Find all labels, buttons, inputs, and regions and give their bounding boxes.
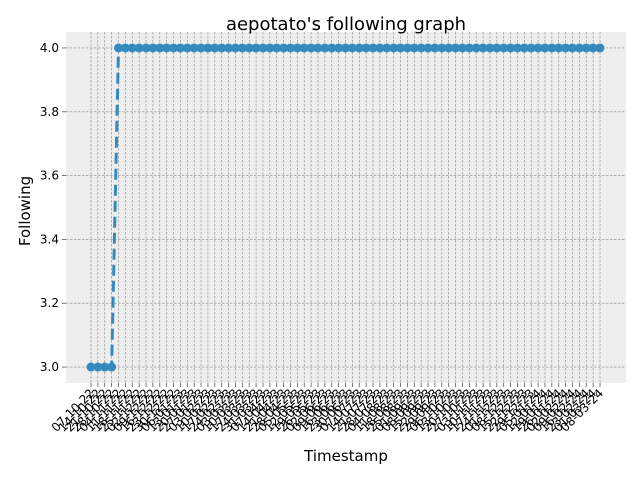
data-point (396, 43, 406, 53)
data-point (141, 43, 151, 53)
data-point (258, 43, 268, 53)
data-point (148, 43, 158, 53)
data-point (100, 362, 110, 372)
y-tick-label: 3.8 (40, 105, 59, 119)
data-point (567, 43, 577, 53)
data-point (499, 43, 509, 53)
data-point (285, 43, 295, 53)
x-axis-label: Timestamp (303, 447, 388, 465)
data-point (155, 43, 165, 53)
y-axis-ticks: 3.0 3.2 3.4 3.6 3.8 4.0 (40, 41, 66, 374)
data-point (217, 43, 227, 53)
data-point (114, 43, 124, 53)
data-point (375, 43, 385, 53)
data-point (361, 43, 371, 53)
data-point (416, 43, 426, 53)
y-tick-label: 3.0 (40, 360, 59, 374)
data-point (540, 43, 550, 53)
data-point (471, 43, 481, 53)
data-point (512, 43, 522, 53)
y-tick-label: 4.0 (40, 41, 59, 55)
data-point (437, 43, 447, 53)
x-axis-ticks: 07-10-2214-10-2221-10-2228-10-2204-11-22… (49, 383, 606, 435)
data-point (347, 43, 357, 53)
data-point (451, 43, 461, 53)
data-point (492, 43, 502, 53)
data-point (189, 43, 199, 53)
data-point (203, 43, 213, 53)
data-point (299, 43, 309, 53)
data-point (86, 362, 96, 372)
data-point (581, 43, 591, 53)
data-point (237, 43, 247, 53)
data-point (423, 43, 433, 53)
data-point (251, 43, 261, 53)
data-point (533, 43, 543, 53)
data-point (464, 43, 474, 53)
data-point (169, 43, 179, 53)
data-point (430, 43, 440, 53)
data-point (444, 43, 454, 53)
grid-lines (66, 32, 626, 383)
data-point (478, 43, 488, 53)
data-point (196, 43, 206, 53)
data-point (127, 43, 137, 53)
data-point (389, 43, 399, 53)
data-point (230, 43, 240, 53)
data-point (175, 43, 185, 53)
data-point (368, 43, 378, 53)
data-point (292, 43, 302, 53)
y-axis-label: Following (16, 176, 34, 246)
data-point (272, 43, 282, 53)
data-point (382, 43, 392, 53)
data-point (485, 43, 495, 53)
data-point (224, 43, 234, 53)
data-point (162, 43, 172, 53)
y-tick-label: 3.6 (40, 169, 59, 183)
y-tick-label: 3.2 (40, 296, 59, 310)
data-point (409, 43, 419, 53)
data-point (134, 43, 144, 53)
plot-background (66, 32, 626, 383)
data-point (547, 43, 557, 53)
data-point (574, 43, 584, 53)
y-tick-label: 3.4 (40, 232, 59, 246)
data-point (334, 43, 344, 53)
chart-title: aepotato's following graph (226, 14, 466, 35)
data-point (457, 43, 467, 53)
data-point (320, 43, 330, 53)
data-point (526, 43, 536, 53)
data-point (279, 43, 289, 53)
data-point (595, 43, 605, 53)
data-point (313, 43, 323, 53)
data-point (210, 43, 220, 53)
data-point (506, 43, 516, 53)
data-point (182, 43, 192, 53)
data-point (244, 43, 254, 53)
data-point (306, 43, 316, 53)
series-layer (86, 43, 605, 372)
data-point (265, 43, 275, 53)
data-point (588, 43, 598, 53)
data-point (327, 43, 337, 53)
data-point (519, 43, 529, 53)
data-point (554, 43, 564, 53)
data-point (402, 43, 412, 53)
data-point (561, 43, 571, 53)
data-point (93, 362, 103, 372)
data-point (341, 43, 350, 53)
data-point (107, 362, 117, 372)
data-point (120, 43, 130, 53)
data-point (354, 43, 364, 53)
